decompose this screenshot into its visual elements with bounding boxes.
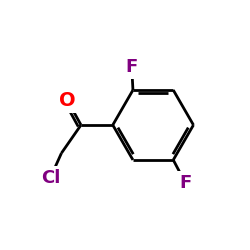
Text: Cl: Cl — [41, 168, 60, 186]
Text: O: O — [59, 91, 76, 110]
Text: F: F — [180, 174, 192, 192]
Text: F: F — [126, 58, 138, 76]
